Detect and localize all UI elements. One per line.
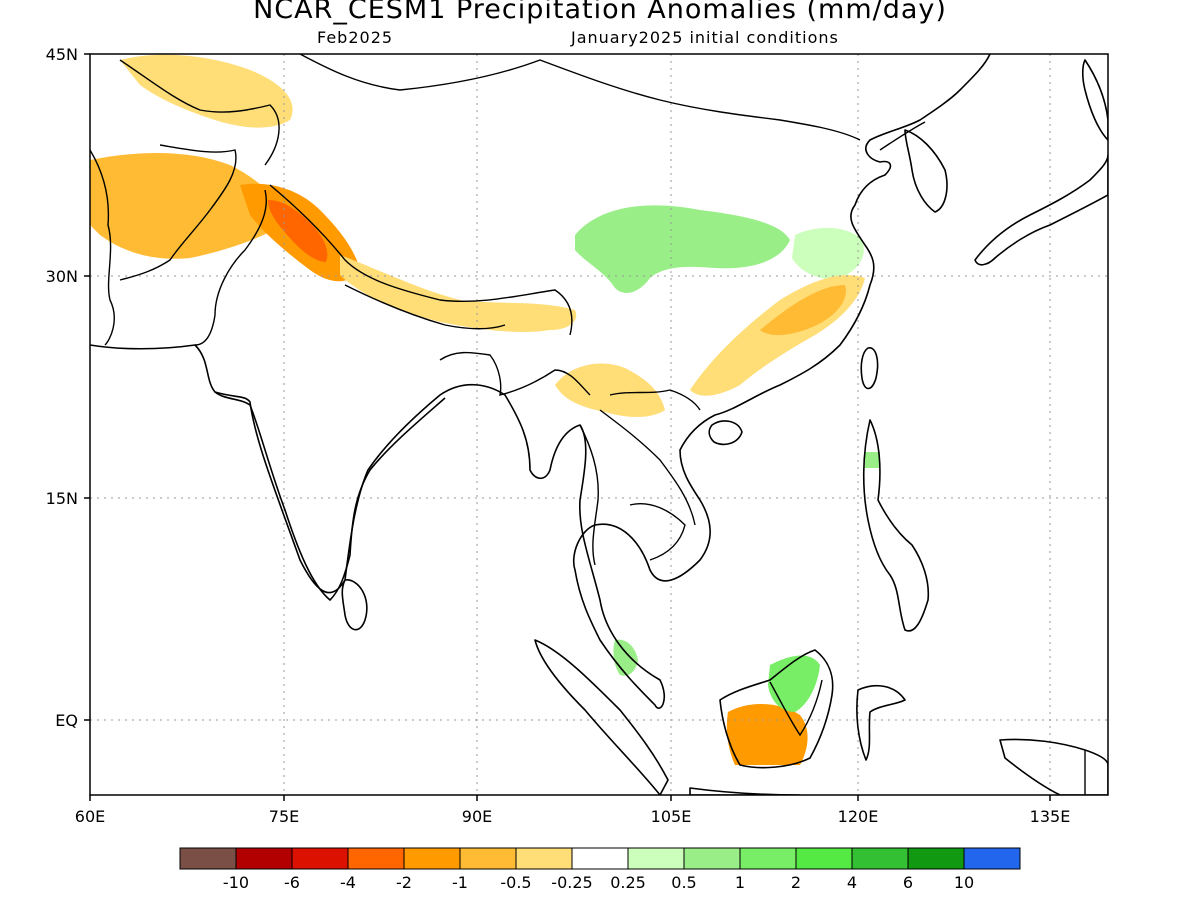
lon-label: 90E [462,807,492,826]
lon-label: 120E [838,807,879,826]
lon-label: 60E [75,807,105,826]
japan-coastline [974,154,1108,266]
colorbar-swatch [739,847,797,870]
colorbar-swatch [291,847,349,870]
colorbar-swatch [851,847,909,870]
colorbar-swatch [403,847,461,870]
coastlines [90,54,1108,795]
colorbar-label: -0.5 [500,873,531,892]
colorbar-label: -2 [396,873,412,892]
colorbar-label: 10 [954,873,974,892]
border-central-asia [119,59,280,166]
lat-label: 30N [46,267,78,286]
colorbar-swatch [683,847,741,870]
colorbar-swatch [795,847,853,870]
lon-label: 75E [269,807,299,826]
border-india-nepal [344,284,506,330]
border-myanmar-thailand [579,424,599,566]
border-bangladesh-myanmar [439,351,591,396]
colorbar-label: -0.25 [551,873,592,892]
graticule-grid [90,54,1108,795]
sumatra-coastline [534,639,669,795]
anomaly-region [768,655,820,712]
forecast-month: Feb2025 [317,28,394,47]
colorbar-swatch [627,847,685,870]
colorbar-swatch [235,847,293,870]
hainan-coastline [708,420,743,446]
mainland-asia-coastline [90,54,991,709]
japan-north-coastline [1081,59,1108,141]
border-iran-afghanistan [90,149,115,346]
colorbar-legend: -10 -6 -4 -2 -1 -0.5 -0.25 0.25 0.5 1 2 4 6 10 [179,847,1021,892]
colorbar-swatch [963,847,1021,870]
colorbar-swatch [571,847,629,870]
map-frame [89,53,1109,796]
border-china-mongolia [299,54,861,141]
anomaly-region [613,639,638,676]
colorbar-swatch [907,847,965,870]
colorbar-swatch [515,847,573,870]
colorbar-label: 1 [735,873,745,892]
sulawesi-coastline [856,684,906,761]
border-china-korea [879,121,926,151]
java-coastline [689,787,801,795]
colorbar-label: 4 [847,873,857,892]
anomaly-region [865,452,880,468]
border-borneo-interior [769,679,823,737]
border-cambodia [629,503,686,561]
country-borders [90,54,1086,795]
colorbar-label: 0.5 [671,873,696,892]
colorbar-label: 6 [903,873,913,892]
lon-label: 135E [1030,807,1071,826]
korea-coastline [904,129,948,213]
map-title: NCAR_CESM1 Precipitation Anomalies (mm/d… [253,0,947,25]
lat-label: 15N [46,489,78,508]
philippines-coastline [862,419,930,632]
anomaly-region [268,200,328,262]
anomaly-region [90,153,290,259]
anomaly-region [120,54,293,128]
colorbar-label: 0.25 [610,873,646,892]
anomaly-region [555,363,665,417]
sri-lanka-coastline [341,579,368,631]
colorbar-swatch [179,847,237,870]
initial-conditions-label: January2025 initial conditions [571,28,839,47]
india-coastline [214,391,446,601]
colorbar-label: 2 [791,873,801,892]
anomaly-region [575,205,790,293]
lon-label: 105E [651,807,692,826]
lat-label: 45N [46,45,78,64]
border-laos-vietnam [599,409,696,526]
anomaly-region [726,704,808,765]
border-himalaya-china [269,184,573,336]
colorbar-label: -4 [340,873,356,892]
taiwan-coastline [860,347,879,390]
map-axes: 60E 75E 90E 105E 120E 135E 45N 30N 15N EQ [46,45,1071,826]
colorbar-swatch [459,847,517,870]
anomaly-region [340,255,577,333]
lat-label: EQ [55,711,78,730]
anomaly-shading [90,54,880,765]
anomaly-region [792,227,864,279]
colorbar-label: -1 [452,873,468,892]
colorbar-label: -10 [223,873,249,892]
borneo-coastline [719,649,834,769]
border-afghanistan-pakistan [119,144,237,281]
border-china-vietnam [609,389,701,411]
colorbar-label: -6 [284,873,300,892]
new-guinea-coastline [999,738,1108,795]
border-pakistan-india [194,189,267,346]
anomaly-region [760,285,846,336]
colorbar-swatch [347,847,405,870]
